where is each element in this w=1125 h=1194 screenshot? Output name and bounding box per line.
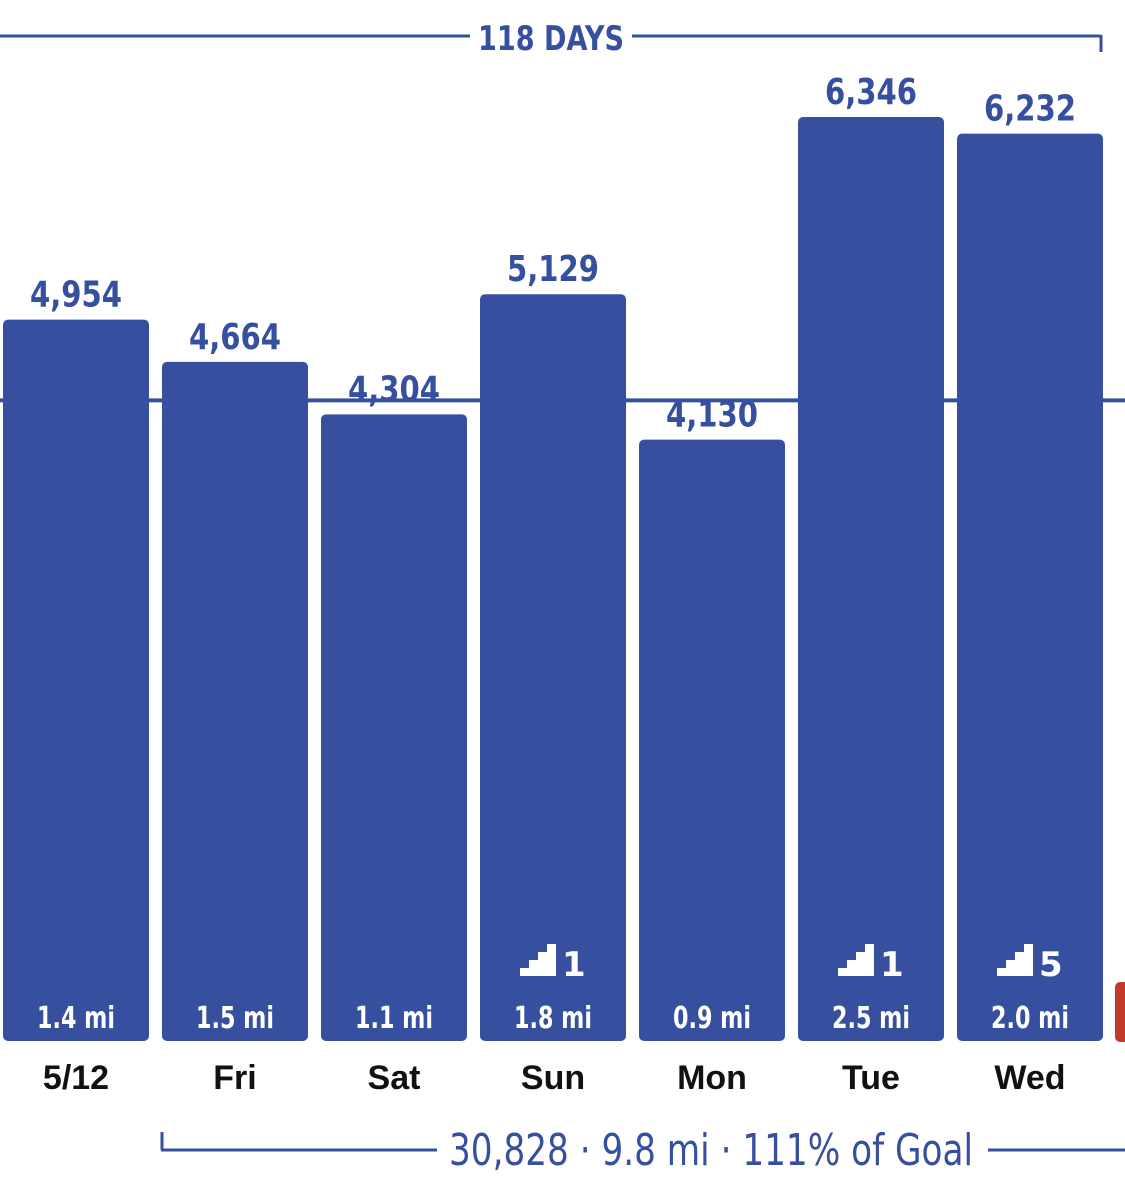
summary-bracket: 30,828 · 9.8 mi · 111% of Goal [160, 1125, 1125, 1176]
bar-distance-label: 2.5 mi [832, 1001, 910, 1036]
bar-distance-label: 1.8 mi [514, 1001, 592, 1036]
bar-value-label: 6,346 [825, 72, 917, 113]
bar-sun [480, 294, 626, 1042]
bar-tue [798, 117, 944, 1041]
x-tick-label: Sat [368, 1059, 421, 1097]
x-tick-label: Mon [677, 1059, 747, 1097]
bar-sat [321, 414, 467, 1042]
bar-5-12 [3, 319, 149, 1041]
bar-fri [162, 361, 308, 1041]
bar-distance-label: 1.4 mi [37, 1001, 115, 1036]
bar-value-label: 4,954 [30, 275, 122, 316]
bar-distance-label: 1.1 mi [355, 1001, 433, 1036]
x-tick-label: Wed [994, 1059, 1065, 1097]
bar-distance-label: 1.5 mi [196, 1001, 274, 1036]
bar-distance-label: 0.9 mi [673, 1001, 751, 1036]
x-tick-label: Tue [842, 1059, 900, 1097]
bar-wed [957, 133, 1103, 1041]
streak-label: 118 DAYS [478, 19, 624, 59]
flights-count: 1 [562, 945, 586, 985]
x-tick-label: Fri [213, 1059, 256, 1097]
bar-distance-label: 2.0 mi [991, 1001, 1069, 1036]
bars-group: 4,954 1.4 mi 5/12 4,664 1.5 mi Fri 4,304 1.1 mi… [3, 72, 1103, 1097]
bar-value-label: 4,304 [348, 369, 440, 410]
x-tick-label: Sun [521, 1059, 585, 1097]
next-day-bar-partial [1115, 982, 1125, 1042]
bar-value-label: 6,232 [984, 89, 1076, 130]
x-tick-label: 5/12 [43, 1059, 109, 1097]
bar-value-label: 4,130 [666, 395, 758, 436]
flights-count: 5 [1039, 945, 1063, 985]
streak-bracket: 118 DAYS [0, 19, 1103, 59]
stairs-icon [520, 944, 556, 976]
summary-text: 30,828 · 9.8 mi · 111% of Goal [449, 1125, 973, 1176]
bar-value-label: 4,664 [189, 317, 281, 358]
stairs-icon [997, 944, 1033, 976]
bar-mon [639, 439, 785, 1041]
bar-value-label: 5,129 [507, 249, 599, 290]
stairs-icon [838, 944, 874, 976]
flights-count: 1 [880, 945, 904, 985]
